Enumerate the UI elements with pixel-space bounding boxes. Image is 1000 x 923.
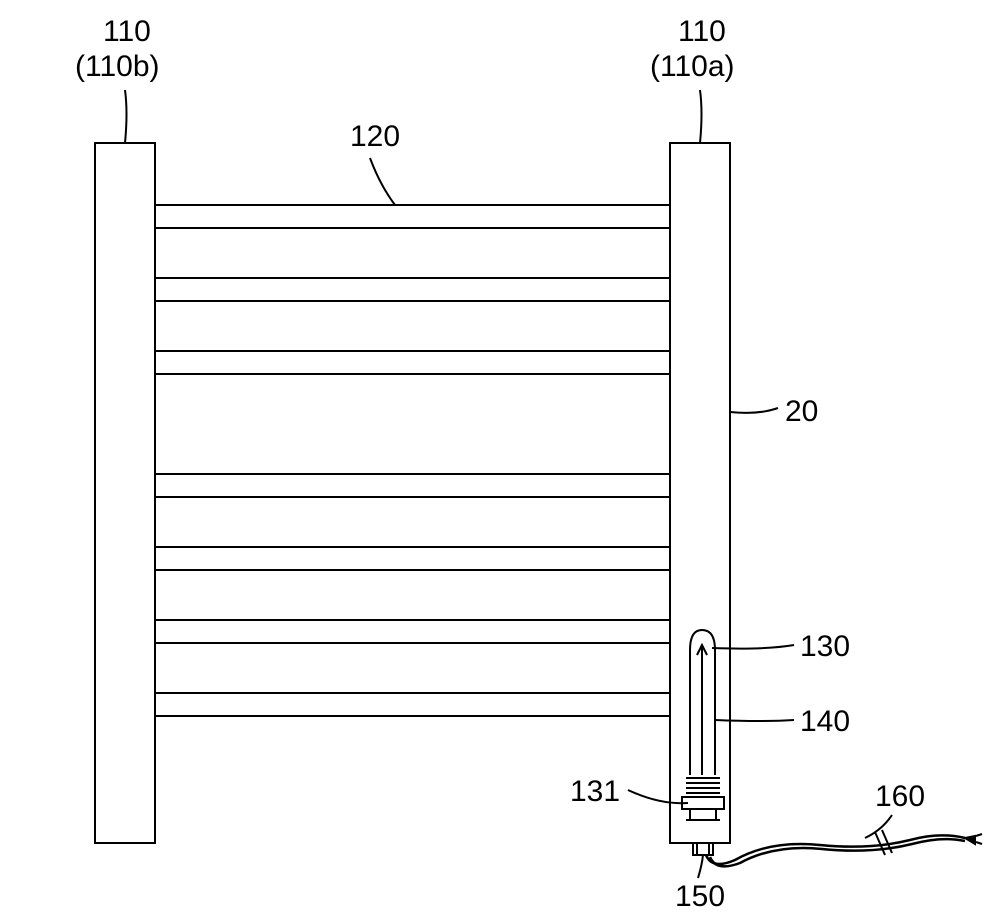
leader-120	[370, 158, 395, 205]
leader-140	[715, 720, 794, 721]
plug-icon	[965, 834, 982, 844]
heater-element	[690, 630, 715, 775]
leader-130	[712, 645, 794, 649]
right-post-rect	[670, 143, 730, 843]
power-cable	[706, 835, 965, 866]
leader-160	[865, 815, 892, 838]
leader-131	[628, 790, 688, 803]
heater-coupling	[682, 778, 724, 820]
diagram-canvas: 110 (110b) 110 (110a) 120 20 130 140 131…	[0, 0, 1000, 923]
diagram-svg	[0, 0, 1000, 923]
leader-150	[698, 855, 703, 878]
cable-tie	[875, 830, 892, 855]
horizontal-bars	[155, 205, 670, 716]
leader-110b	[125, 90, 127, 143]
left-post-rect	[95, 143, 155, 843]
connector-150	[693, 843, 713, 855]
leader-110a	[700, 90, 702, 143]
leader-20	[730, 408, 778, 413]
